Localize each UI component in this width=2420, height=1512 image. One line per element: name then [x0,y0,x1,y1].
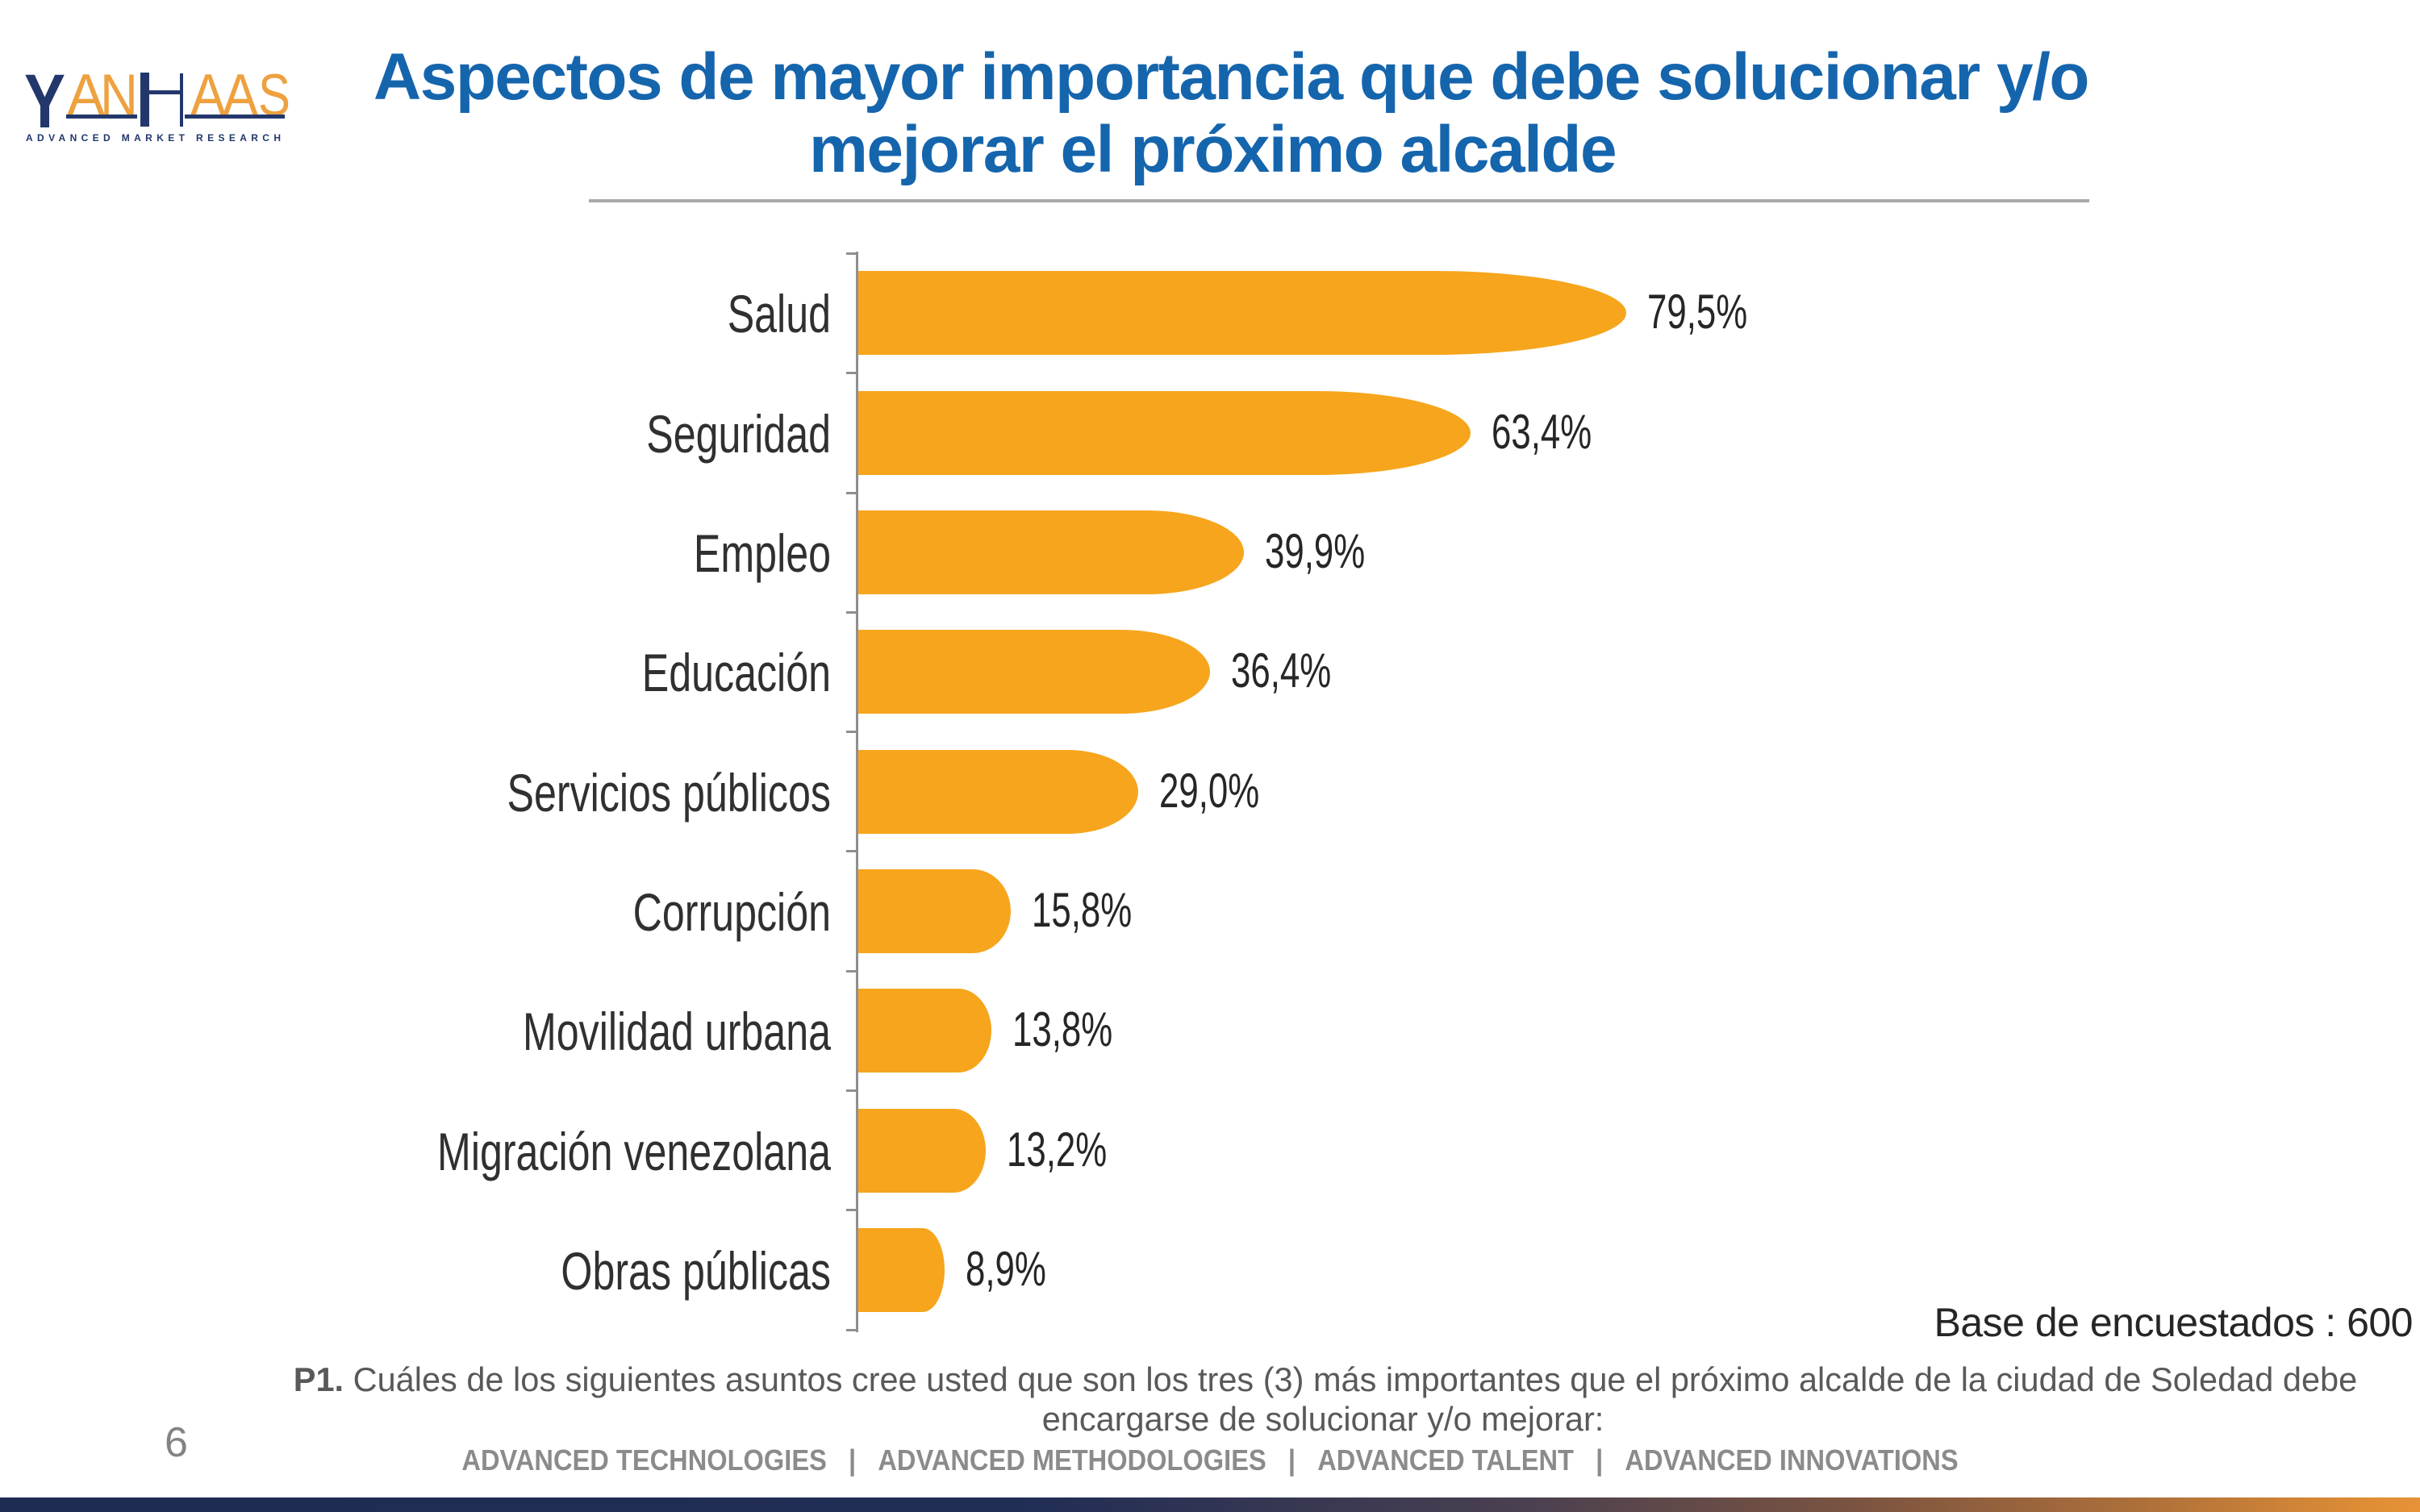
svg-text:N: N [100,69,138,128]
svg-text:Y: Y [24,69,65,144]
